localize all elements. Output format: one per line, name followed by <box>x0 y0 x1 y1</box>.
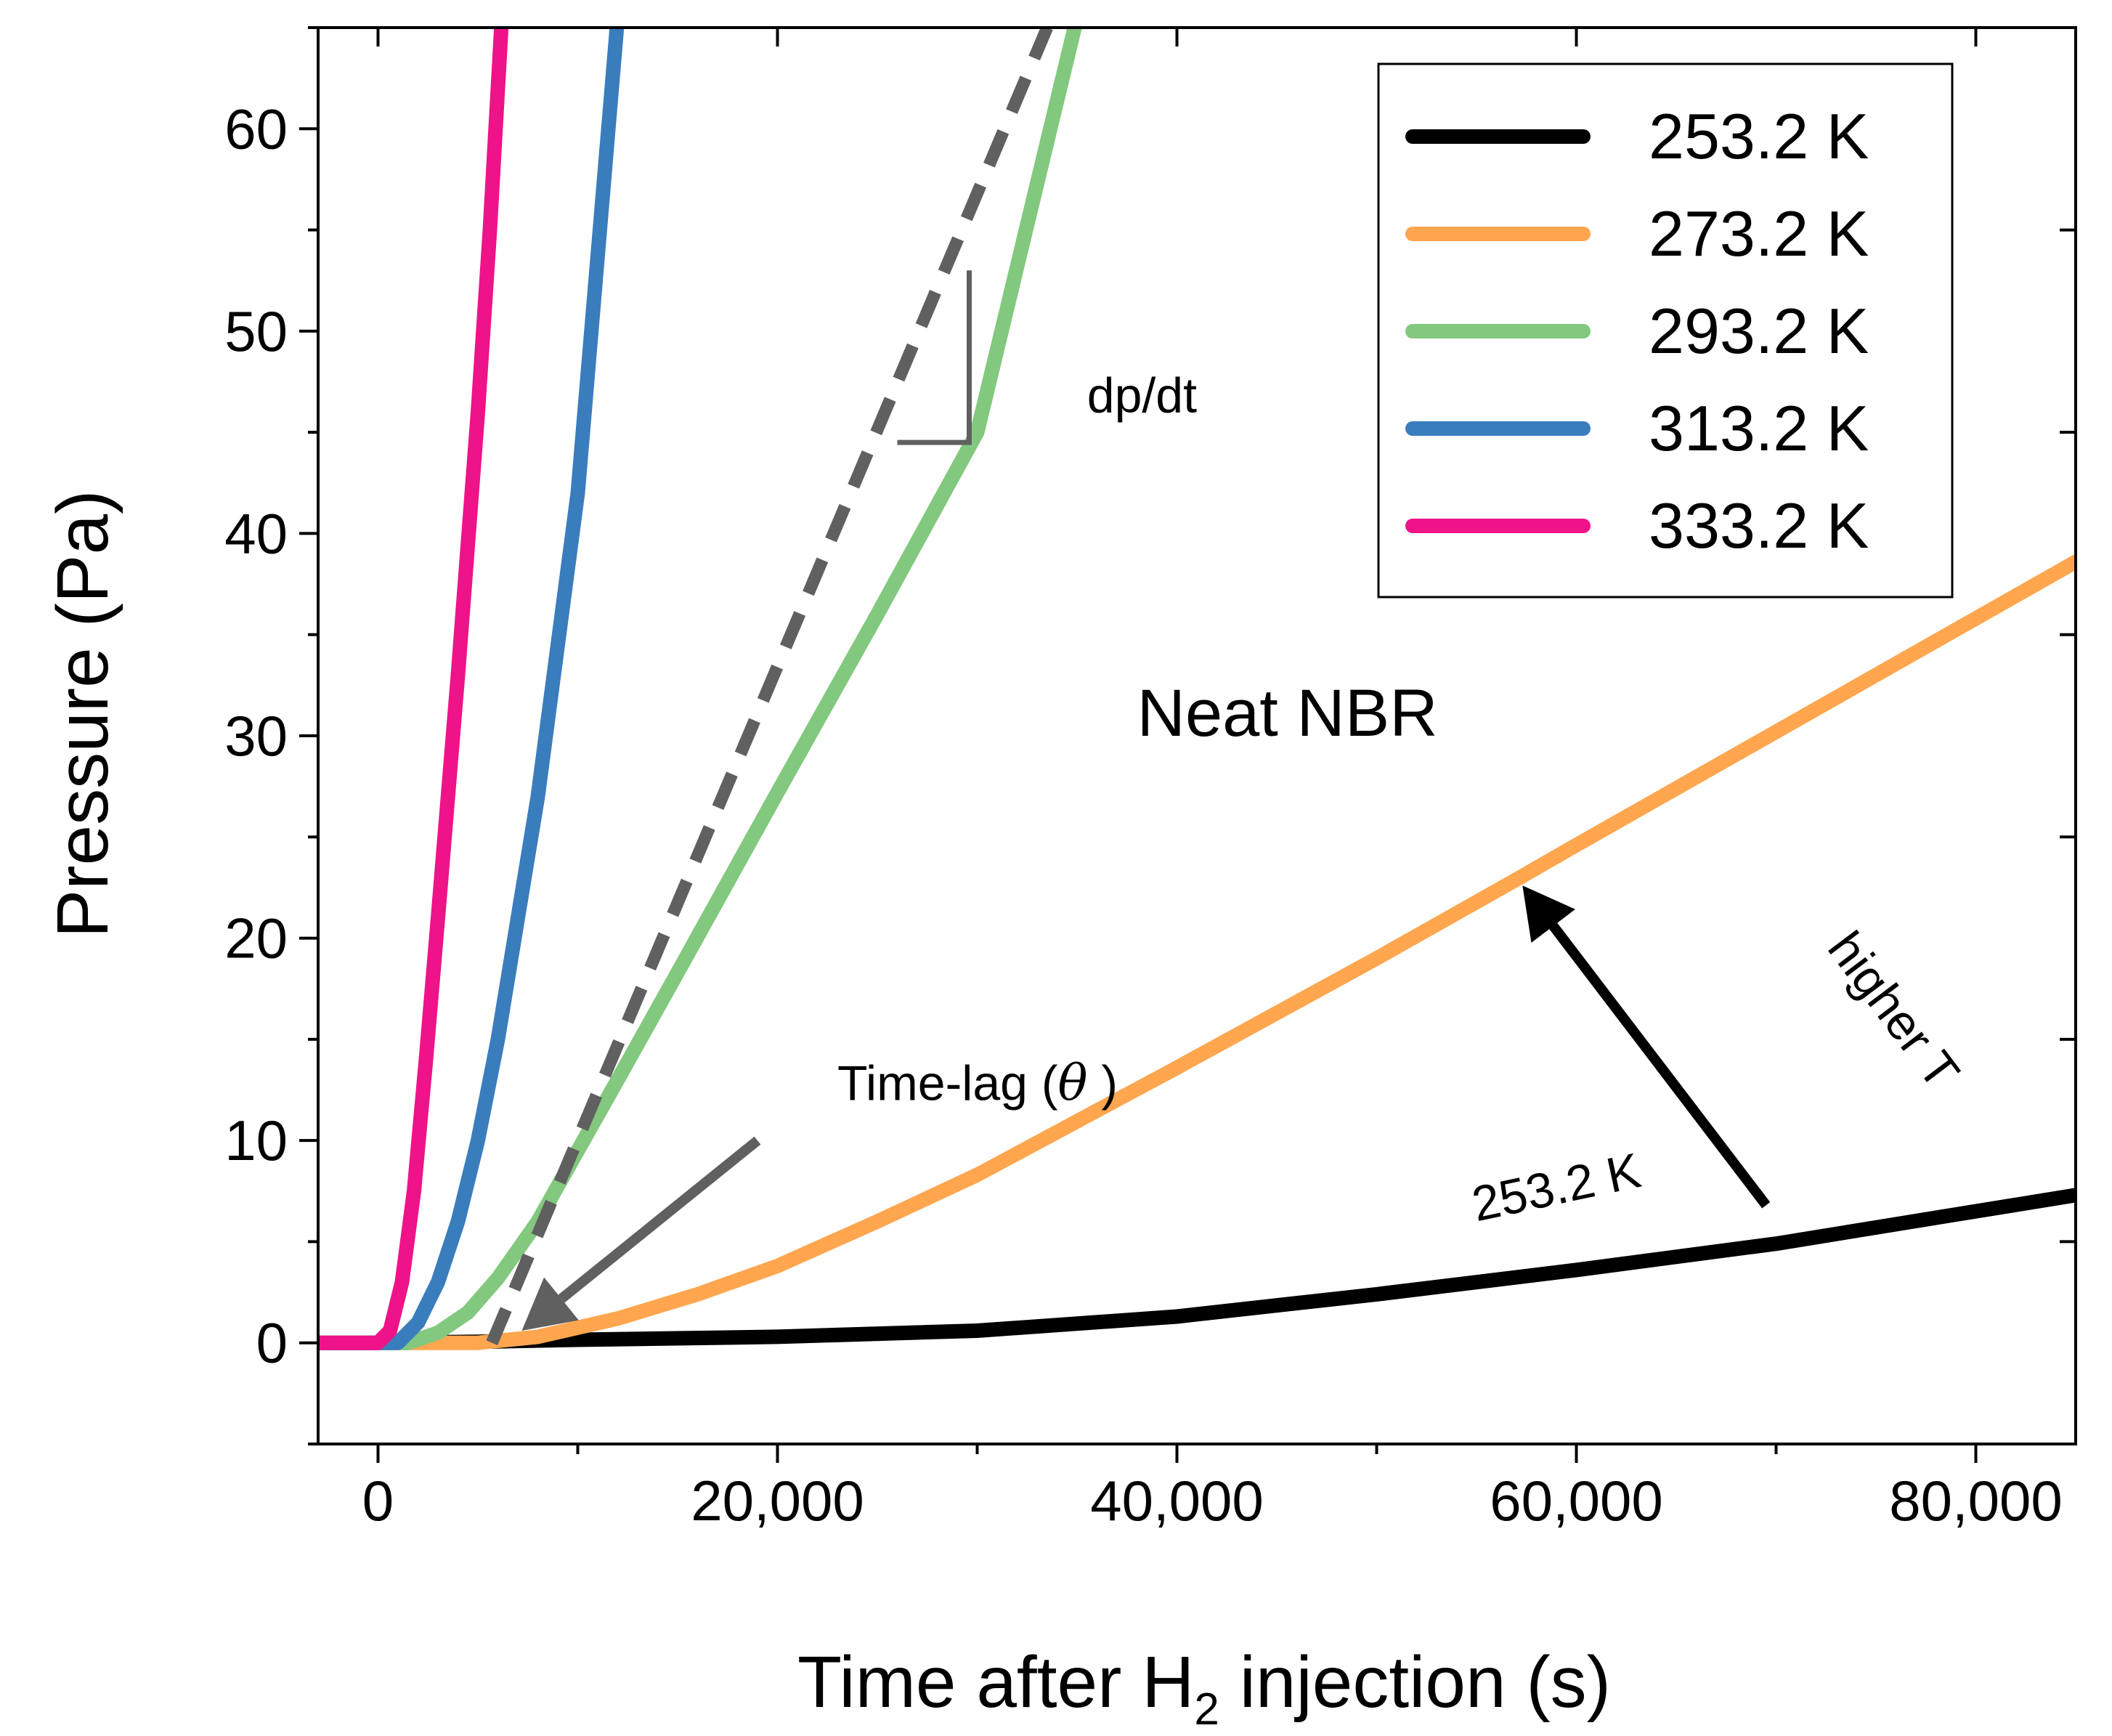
x-tick-label: 40,000 <box>1090 1469 1264 1533</box>
y-tick-label: 40 <box>224 501 288 565</box>
legend-label-4: 333.2 K <box>1649 490 1869 561</box>
axes: 0 20,000 40,000 60,000 80,000 0 10 20 30 40 50 60 Ti… <box>42 26 2076 1735</box>
time-lag-arrow-shaft <box>558 1136 761 1303</box>
series-line-4 <box>318 28 509 1350</box>
y-tick-label: 50 <box>224 299 288 363</box>
x-tick-label: 0 <box>362 1469 394 1533</box>
data-series <box>318 28 2076 1350</box>
legend-label-0: 253.2 K <box>1649 100 1869 172</box>
x-tick-label: 80,000 <box>1889 1469 2063 1533</box>
y-tick-label: 20 <box>224 906 288 970</box>
x-axis-title: Time after H2 injection (s) <box>797 1642 1611 1735</box>
y-axis-title: Pressure (Pa) <box>42 490 123 938</box>
y-tick-label: 60 <box>224 97 288 161</box>
fit-line <box>486 28 1053 1346</box>
dp-dt-label: dp/dt <box>1087 368 1197 423</box>
legend: 253.2 K 273.2 K 293.2 K 313.2 K 333.2 K <box>1377 62 1954 599</box>
series-253-label: 253.2 K <box>1467 1143 1645 1232</box>
legend-label-1: 273.2 K <box>1649 198 1869 269</box>
y-tick-label: 0 <box>256 1311 288 1375</box>
neat-nbr-label: Neat NBR <box>1137 676 1438 750</box>
higher-t-arrow-shaft <box>1549 922 1771 1209</box>
time-lag-arrow-head <box>521 1277 579 1331</box>
x-tick-label: 60,000 <box>1490 1469 1663 1533</box>
legend-label-2: 293.2 K <box>1649 295 1869 367</box>
slope-triangle <box>897 270 972 445</box>
time-lag-label: Time-lag (θ ) <box>837 1055 1118 1112</box>
y-tick-label: 10 <box>224 1108 288 1172</box>
higher-t-label: higher T <box>1817 922 1970 1099</box>
x-tick-label: 20,000 <box>691 1469 864 1533</box>
y-tick-label: 30 <box>224 704 288 768</box>
series-line-1 <box>318 554 2076 1350</box>
higher-t-arrow-head <box>1522 885 1575 943</box>
legend-label-3: 313.2 K <box>1649 392 1869 464</box>
series-line-3 <box>318 28 625 1350</box>
